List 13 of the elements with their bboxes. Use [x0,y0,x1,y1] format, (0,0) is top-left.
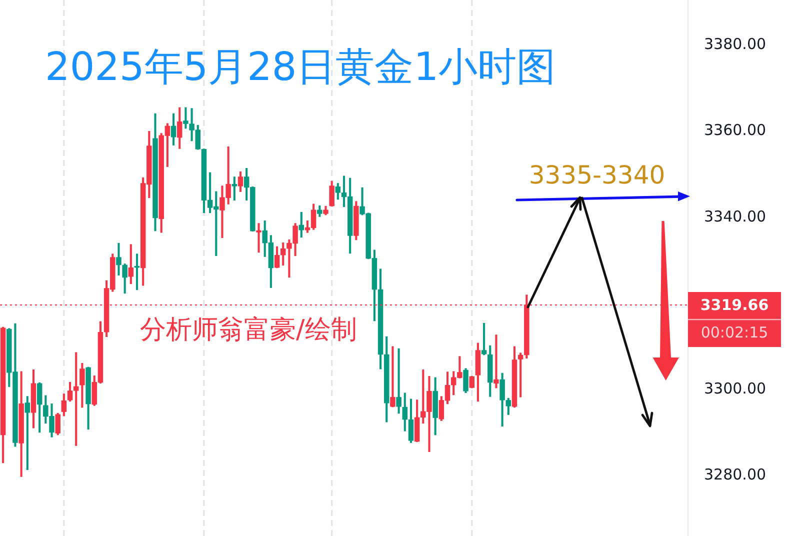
annotation: 3335-3340 [528,160,666,190]
candlestick [116,242,122,276]
y-tick-label: 3340.00 [704,207,766,226]
text: 2025年5月28日黄金1小时图 [45,45,556,90]
text: 00:02:15 [700,323,768,342]
annotation: 分析师翁富豪/绘制 [140,314,357,345]
ref-line-label: 3319.66 [700,296,769,314]
y-tick-label: 3380.00 [704,35,766,54]
y-tick-label: 3300.00 [704,380,766,398]
y-tick-label: 3280.00 [704,466,766,484]
candlestick [256,223,262,253]
y-tick-label: 3360.00 [704,121,766,140]
candlestick [494,334,499,388]
